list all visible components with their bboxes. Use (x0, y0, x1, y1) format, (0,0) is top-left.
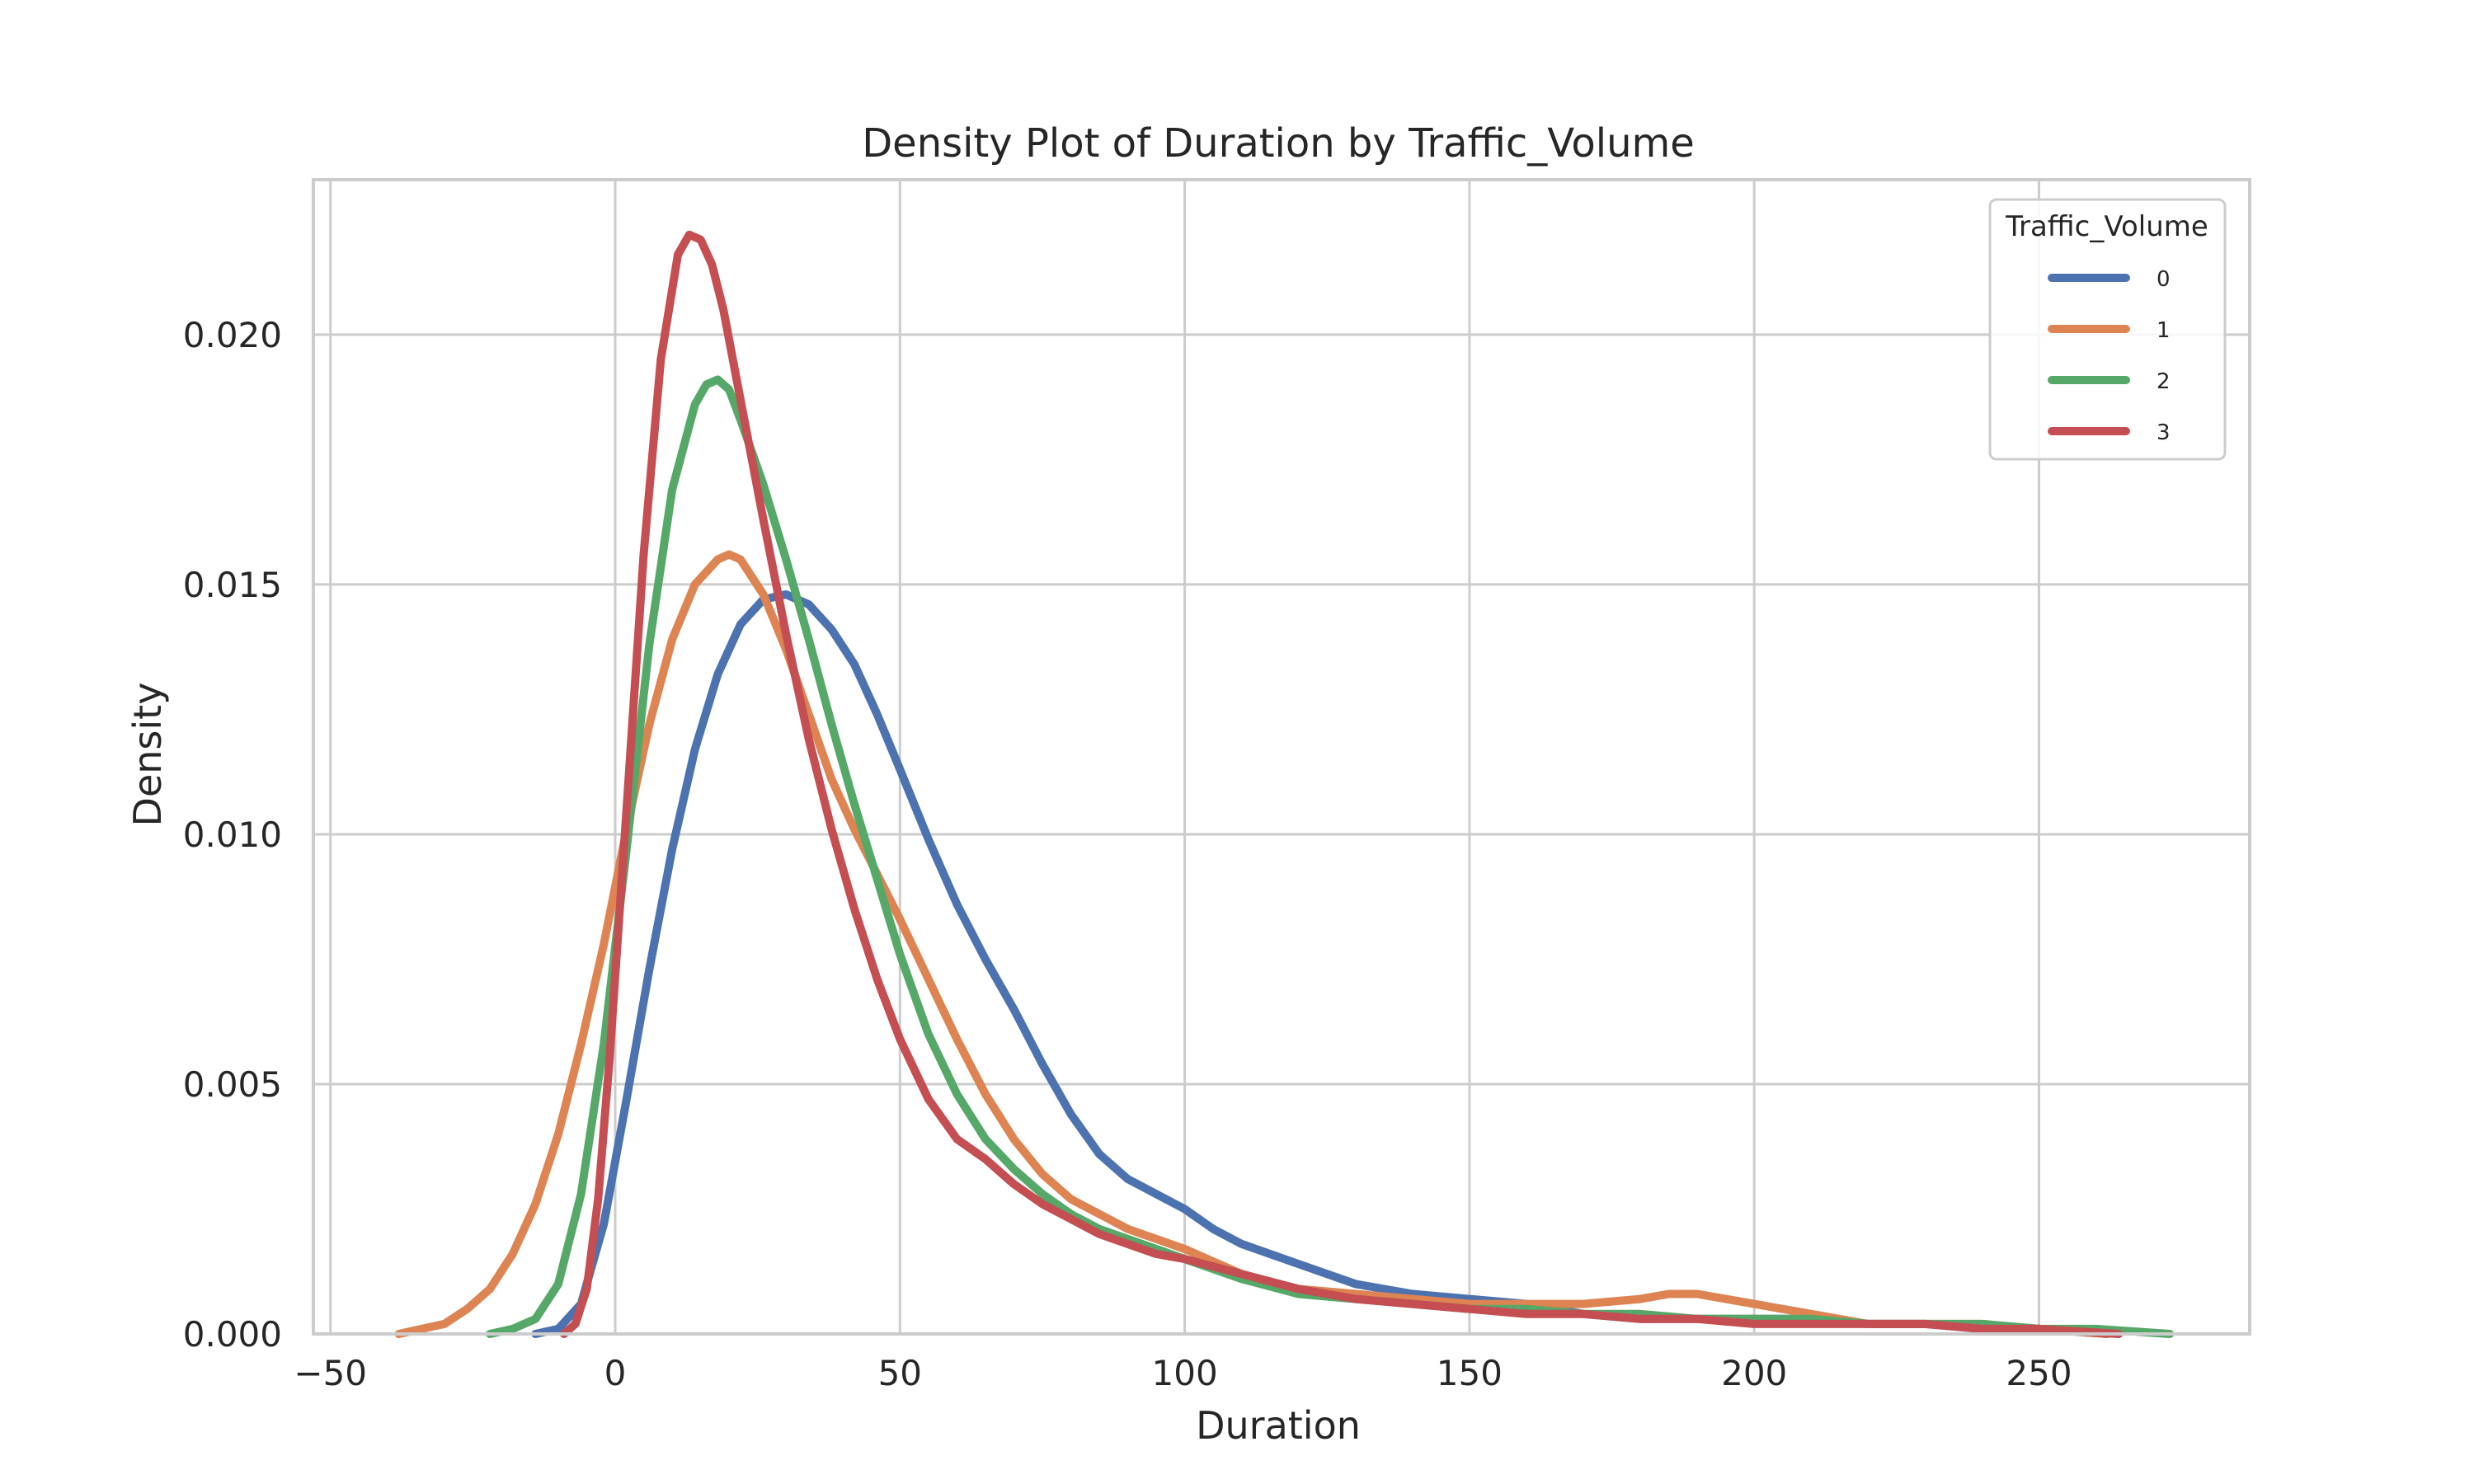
legend-items: 0 1 2 3 (2048, 267, 2171, 445)
legend-label-3: 3 (2157, 420, 2171, 445)
x-tick-label: 100 (1152, 1353, 1218, 1393)
x-axis-label: Duration (1196, 1403, 1361, 1448)
y-tick-label: 0.015 (183, 565, 282, 605)
x-tick-label: 150 (1437, 1353, 1503, 1393)
y-tick-label: 0.000 (183, 1314, 282, 1355)
x-tick-label: 0 (604, 1353, 627, 1393)
x-tick-label: 250 (2006, 1353, 2072, 1393)
plot-frame (312, 178, 2251, 1336)
legend-label-0: 0 (2157, 267, 2171, 292)
x-tick-label: −50 (294, 1353, 367, 1393)
y-tick-label: 0.005 (183, 1064, 282, 1105)
x-axis: −50 0 50 100 150 200 250 (294, 1353, 2072, 1393)
y-axis: 0.000 0.005 0.010 0.015 0.020 (183, 315, 282, 1355)
legend: Traffic_Volume 0 1 2 3 (1988, 198, 2227, 461)
legend-title: Traffic_Volume (2005, 210, 2208, 243)
series-layer (394, 230, 2175, 1338)
legend-label-2: 2 (2157, 369, 2171, 394)
y-axis-label: Density (125, 683, 170, 827)
series-line-3 (559, 230, 2124, 1338)
y-tick-label: 0.020 (183, 315, 282, 355)
legend-label-1: 1 (2157, 318, 2171, 343)
x-tick-label: 50 (878, 1353, 922, 1393)
x-tick-label: 200 (1721, 1353, 1787, 1393)
y-tick-label: 0.010 (183, 815, 282, 855)
chart-title: Density Plot of Duration by Traffic_Volu… (862, 120, 1695, 167)
series-line-1 (394, 550, 2112, 1338)
